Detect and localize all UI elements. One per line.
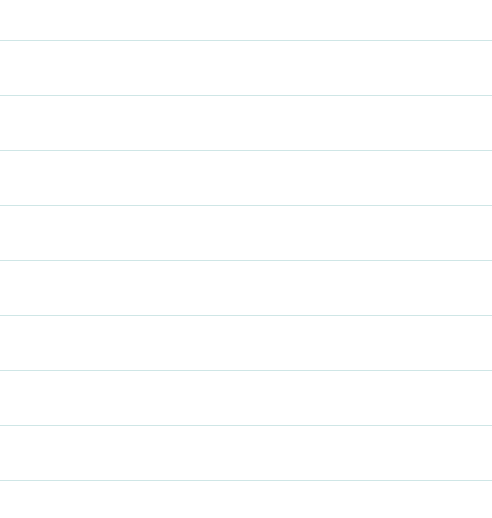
rule-line xyxy=(0,425,492,426)
rule-line xyxy=(0,315,492,316)
rule-line xyxy=(0,370,492,371)
rule-line xyxy=(0,40,492,41)
rule-line xyxy=(0,480,492,481)
rule-line xyxy=(0,95,492,96)
rule-line xyxy=(0,205,492,206)
rule-line xyxy=(0,150,492,151)
rule-line xyxy=(0,260,492,261)
